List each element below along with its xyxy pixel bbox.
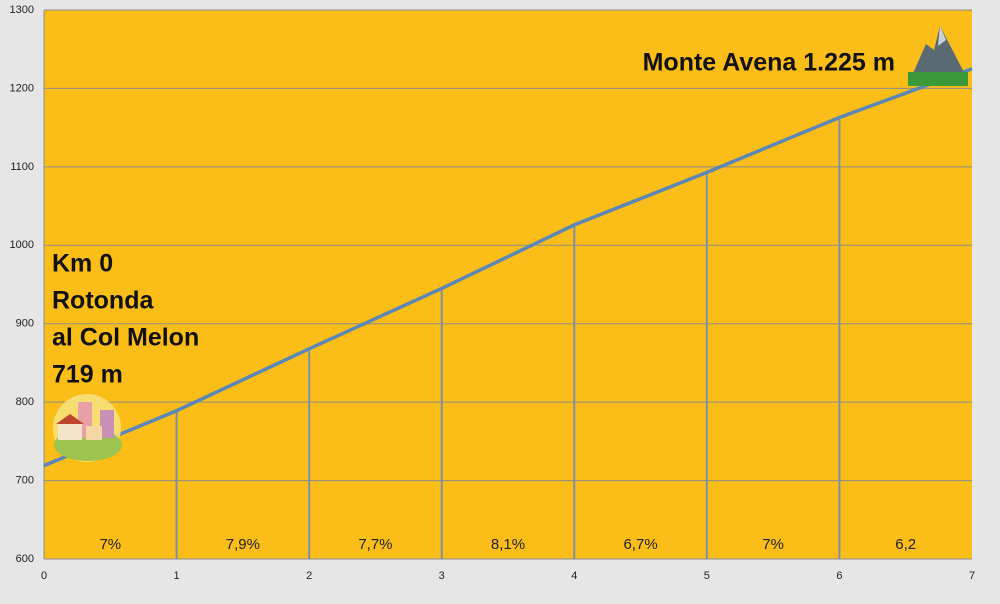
gradient-label: 7%	[762, 536, 784, 553]
y-tick-label: 1000	[10, 239, 34, 251]
y-tick-label: 1100	[10, 161, 34, 173]
x-tick-label: 6	[836, 570, 842, 582]
y-tick-label: 1300	[10, 4, 34, 16]
y-tick-label: 600	[16, 553, 34, 565]
gradient-label: 7,9%	[226, 536, 260, 553]
x-tick-label: 1	[174, 570, 180, 582]
plot-area	[44, 10, 972, 559]
gradient-label: 6,2	[895, 536, 916, 553]
x-tick-label: 0	[41, 570, 47, 582]
elevation-line	[43, 67, 973, 468]
start-annotation: Km 0	[52, 250, 113, 278]
gradient-label: 7,7%	[358, 536, 392, 553]
gradient-label: 8,1%	[491, 536, 525, 553]
x-tick-label: 3	[439, 570, 445, 582]
y-tick-label: 800	[16, 396, 34, 408]
start-annotation: Rotonda	[52, 287, 154, 315]
start-annotation: al Col Melon	[52, 324, 199, 352]
y-tick-label: 700	[16, 474, 34, 486]
x-tick-label: 4	[571, 570, 577, 582]
x-tick-label: 5	[704, 570, 710, 582]
end-annotation: Monte Avena 1.225 m	[643, 49, 895, 77]
y-tick-label: 1200	[10, 82, 34, 94]
start-annotation: 719 m	[52, 361, 123, 389]
gradient-label: 6,7%	[623, 536, 657, 553]
village-icon	[53, 394, 122, 462]
x-tick-label: 7	[969, 570, 975, 582]
gradient-label: 7%	[99, 536, 121, 553]
y-tick-label: 900	[16, 318, 34, 330]
x-tick-label: 2	[306, 570, 312, 582]
mountain-icon	[908, 26, 968, 86]
